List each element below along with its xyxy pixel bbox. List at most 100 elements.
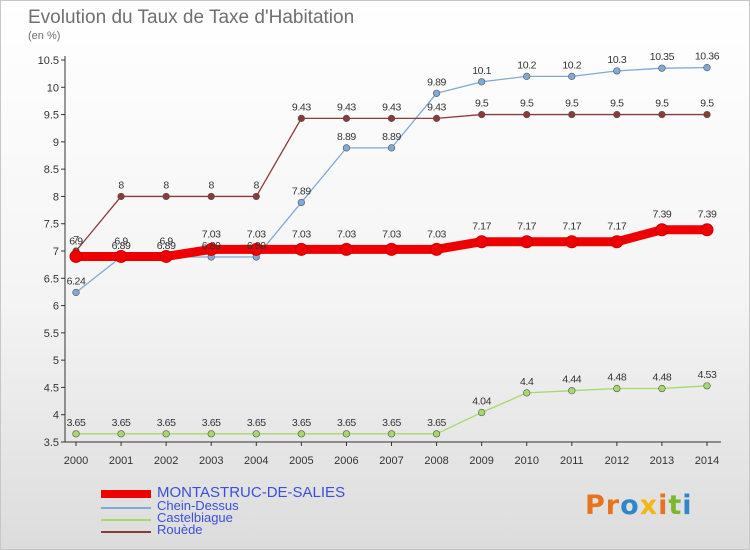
x-tick-label: 2010 xyxy=(514,455,538,467)
data-label-montastruc-de-salies: 7.03 xyxy=(427,228,446,240)
data-point-castelbiague xyxy=(387,430,396,438)
x-tick-label: 2011 xyxy=(560,455,584,467)
data-point-chein-dessus xyxy=(387,144,396,152)
data-point-montastruc-de-salies xyxy=(430,242,444,256)
data-point-rouede xyxy=(207,192,215,201)
data-label-castelbiague: 4.48 xyxy=(653,372,672,384)
y-tick-label: 10 xyxy=(47,82,59,94)
data-label-montastruc-de-salies: 7.17 xyxy=(517,221,536,233)
data-label-chein-dessus: 10.35 xyxy=(650,51,675,63)
data-label-castelbiague: 3.65 xyxy=(67,417,86,429)
legend-label: Castelbiague xyxy=(157,510,233,525)
legend-swatch xyxy=(101,531,151,533)
series-montastruc-de-salies xyxy=(69,223,714,263)
data-point-rouede xyxy=(658,110,666,119)
data-point-castelbiague xyxy=(478,408,486,417)
data-point-chein-dessus xyxy=(703,64,711,72)
data-label-montastruc-de-salies: 7.17 xyxy=(472,221,491,233)
data-point-chein-dessus xyxy=(342,144,351,152)
y-tick-label: 5 xyxy=(53,355,59,367)
x-tick-label: 2004 xyxy=(244,455,268,467)
logo-letter: x xyxy=(639,490,659,521)
data-label-montastruc-de-salies: 7.39 xyxy=(698,209,717,221)
x-tick-label: 2002 xyxy=(154,455,178,467)
data-point-montastruc-de-salies xyxy=(610,235,624,249)
legend-item-rouede: Rouède xyxy=(101,522,401,537)
y-tick-label: 7.5 xyxy=(44,219,59,231)
logo-letter: r xyxy=(605,490,621,521)
data-point-castelbiague xyxy=(297,430,305,438)
chart-axes: 3.5 4 4.5 5 5.5 6 6.5 7 7.5 8 8.5 9 9.5 10 10.5 2000 200… xyxy=(38,55,721,467)
data-point-castelbiague xyxy=(568,387,576,395)
data-point-chein-dessus xyxy=(478,78,486,86)
data-point-montastruc-de-salies xyxy=(565,235,579,249)
data-label-chein-dessus: 6.89 xyxy=(247,240,266,252)
logo-letter: i xyxy=(658,490,669,521)
series-layer xyxy=(69,64,714,438)
x-tick-label: 2005 xyxy=(289,455,313,467)
data-label-rouede: 8 xyxy=(254,179,260,191)
data-point-montastruc-de-salies xyxy=(204,242,218,256)
legend-item-chein-dessus: Chein-Dessus xyxy=(101,498,401,513)
data-point-castelbiague xyxy=(703,382,711,390)
data-point-chein-dessus xyxy=(613,67,621,75)
legend-label: MONTASTRUC-DE-SALIES xyxy=(157,484,346,501)
data-label-rouede: 9.5 xyxy=(610,98,624,110)
logo-letter: o xyxy=(620,490,640,521)
data-point-castelbiague xyxy=(658,384,666,393)
data-label-montastruc-de-salies: 7.03 xyxy=(202,228,221,240)
data-label-castelbiague: 3.65 xyxy=(382,417,401,429)
x-tick-label: 2012 xyxy=(605,455,629,467)
data-point-rouede xyxy=(342,114,351,122)
data-label-chein-dessus: 6.24 xyxy=(67,275,86,287)
data-point-rouede xyxy=(252,192,260,201)
data-point-castelbiague xyxy=(523,389,531,397)
data-point-montastruc-de-salies xyxy=(294,242,308,256)
data-label-chein-dessus: 6.89 xyxy=(112,240,131,252)
y-tick-label: 9 xyxy=(53,137,59,149)
data-label-castelbiague: 4.53 xyxy=(698,369,717,381)
data-label-rouede: 9.5 xyxy=(565,98,579,110)
data-point-montastruc-de-salies xyxy=(520,235,534,249)
data-point-rouede xyxy=(613,110,621,119)
data-label-castelbiague: 4.48 xyxy=(607,372,626,384)
data-label-chein-dessus: 9.89 xyxy=(427,76,446,88)
y-tick-label: 6.5 xyxy=(44,273,59,285)
chart-legend: MONTASTRUC-DE-SALIES Chein-Dessus Castelbi… xyxy=(101,484,401,537)
data-point-montastruc-de-salies xyxy=(700,223,714,237)
y-tick-label: 4.5 xyxy=(44,382,59,394)
chart-subtitle: (en %) xyxy=(28,30,61,42)
data-label-montastruc-de-salies: 7.03 xyxy=(337,228,356,240)
data-label-castelbiague: 3.65 xyxy=(157,417,176,429)
data-label-castelbiague: 3.65 xyxy=(292,417,311,429)
logo-letter: P xyxy=(585,490,606,521)
data-point-rouede xyxy=(478,110,486,119)
data-label-castelbiague: 3.65 xyxy=(337,417,356,429)
data-point-castelbiague xyxy=(117,430,125,438)
legend-swatch xyxy=(101,507,151,509)
data-label-montastruc-de-salies: 7.03 xyxy=(247,228,266,240)
y-tick-label: 8.5 xyxy=(44,164,59,176)
x-tick-label: 2008 xyxy=(424,455,448,467)
data-point-castelbiague xyxy=(162,430,170,438)
data-label-castelbiague: 3.65 xyxy=(202,417,221,429)
x-tick-label: 2001 xyxy=(109,455,133,467)
data-label-chein-dessus: 10.2 xyxy=(562,59,581,71)
data-label-montastruc-de-salies: 7.17 xyxy=(607,221,626,233)
data-point-montastruc-de-salies xyxy=(475,235,489,249)
y-tick-label: 4 xyxy=(53,410,59,422)
data-label-chein-dessus: 8.89 xyxy=(382,131,401,143)
data-point-montastruc-de-salies xyxy=(655,223,669,237)
legend-item-castelbiague: Castelbiague xyxy=(101,510,401,525)
data-point-castelbiague xyxy=(432,430,441,438)
y-tick-label: 8 xyxy=(53,191,59,203)
x-tick-label: 2013 xyxy=(650,455,674,467)
chart-title: Evolution du Taux de Taxe d'Habitation xyxy=(28,7,355,28)
x-tick-label: 2007 xyxy=(379,455,403,467)
data-point-montastruc-de-salies xyxy=(114,249,128,263)
y-tick-label: 7 xyxy=(53,246,59,258)
data-label-castelbiague: 3.65 xyxy=(247,417,266,429)
data-point-chein-dessus xyxy=(432,89,441,97)
data-point-rouede xyxy=(703,110,711,119)
